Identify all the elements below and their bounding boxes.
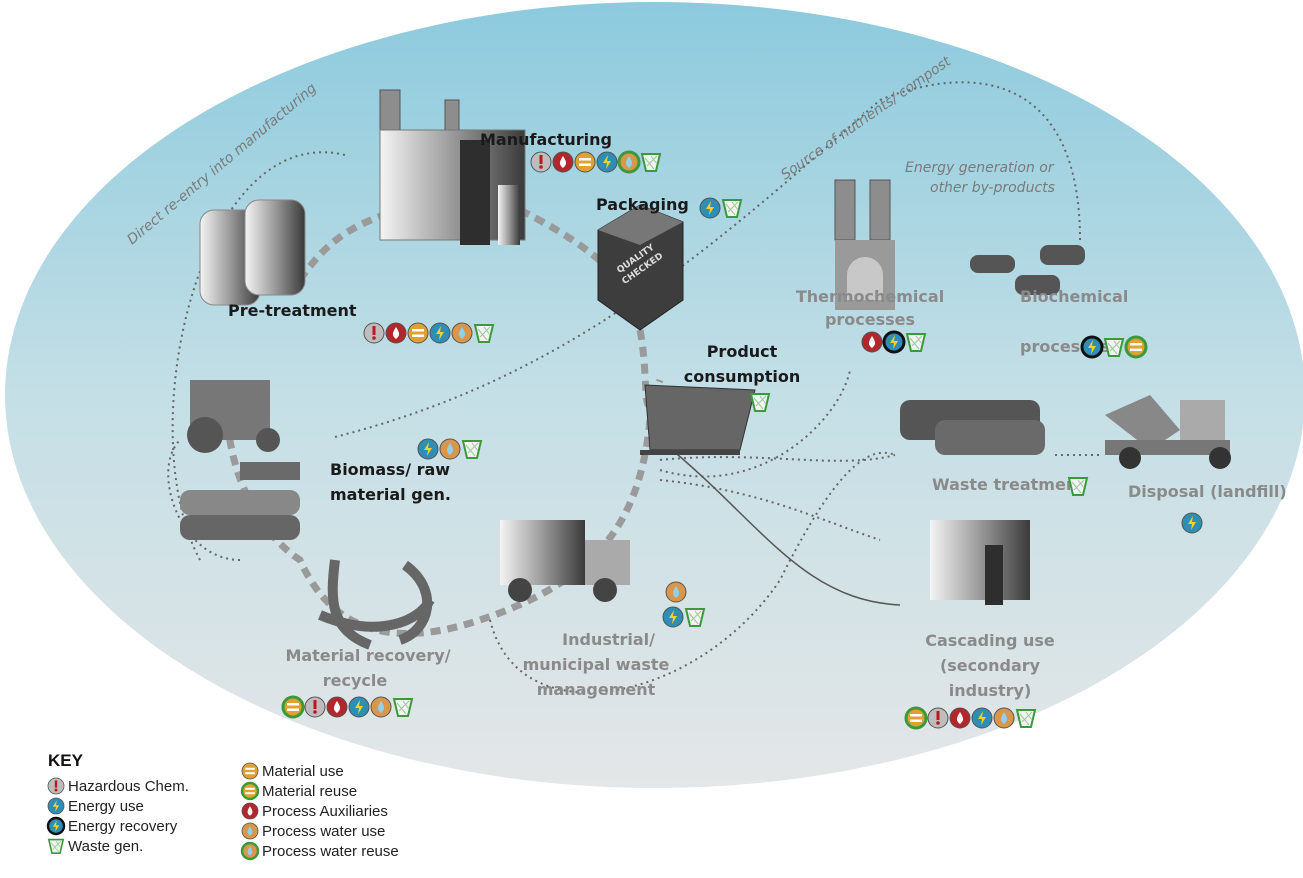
icon-waste — [49, 840, 63, 854]
icon-energyR — [48, 818, 64, 834]
icon-waste — [723, 200, 741, 217]
node-label: Product — [707, 342, 778, 361]
node-label: Industrial/ — [562, 630, 655, 649]
icon-water — [452, 323, 472, 343]
icon-waste — [394, 699, 412, 716]
node-label: Biomass/ raw — [330, 460, 450, 479]
node-label: Packaging — [596, 195, 689, 214]
icon-aux — [327, 697, 347, 717]
icon-mat — [242, 763, 258, 779]
icon-matR — [906, 708, 926, 728]
node-label: Disposal (landfill) — [1128, 482, 1287, 501]
icon-waste — [475, 325, 493, 342]
key-item: Hazardous Chem. — [68, 778, 189, 795]
node-label: Waste treatment — [932, 475, 1085, 494]
icon-water — [994, 708, 1014, 728]
key-item: Material use — [262, 763, 344, 780]
node-label: municipal waste — [523, 655, 670, 674]
node-label: Thermochemical — [796, 287, 944, 306]
icon-water — [440, 439, 460, 459]
icon-water — [666, 582, 686, 602]
node-label: management — [537, 680, 656, 699]
key-item: Material reuse — [262, 783, 357, 800]
icon-waste — [751, 394, 769, 411]
diagram: QUALITY CHECKED Direct re-entry into man… — [0, 0, 1303, 878]
key-item: Process water reuse — [262, 843, 399, 860]
icon-waste — [686, 609, 704, 626]
icon-energy — [972, 708, 992, 728]
node-label: processes — [825, 310, 915, 329]
icon-aux — [950, 708, 970, 728]
key-item: Process Auxiliaries — [262, 803, 388, 820]
icon-haz — [531, 152, 551, 172]
icon-aux — [553, 152, 573, 172]
annotation: Energy generation or — [905, 160, 1055, 176]
key-item: Energy recovery — [68, 818, 178, 835]
icon-energy — [430, 323, 450, 343]
icon-aux — [242, 803, 258, 819]
key: KEY Hazardous Chem. Energy use Energy re… — [48, 751, 399, 860]
node-label: Biochemical — [1020, 287, 1128, 306]
icon-waterR — [242, 843, 258, 859]
icon-waste — [642, 154, 660, 171]
node-label: recycle — [323, 671, 388, 690]
key-item: Energy use — [68, 798, 144, 815]
icon-haz — [305, 697, 325, 717]
icon-matR — [283, 697, 303, 717]
icon-energy — [663, 607, 683, 627]
icon-haz — [364, 323, 384, 343]
icon-waterR — [619, 152, 639, 172]
icon-energy — [597, 152, 617, 172]
node-label: material gen. — [330, 485, 451, 504]
key-item: Process water use — [262, 823, 385, 840]
node-label: Cascading use — [925, 631, 1055, 650]
icon-mat — [408, 323, 428, 343]
icon-waste — [907, 334, 925, 351]
node-label: Material recovery/ — [285, 646, 450, 665]
icon-waste — [1017, 710, 1035, 727]
key-item: Waste gen. — [68, 838, 143, 855]
icon-mat — [575, 152, 595, 172]
icon-energy — [418, 439, 438, 459]
icon-waste — [1105, 339, 1123, 356]
node-label: (secondary — [940, 656, 1041, 675]
annotation: other by-products — [930, 180, 1055, 196]
node-label: Pre-treatment — [228, 301, 357, 320]
icon-aux — [386, 323, 406, 343]
icon-haz — [48, 778, 64, 794]
icon-energy — [48, 798, 64, 814]
icon-aux — [862, 332, 882, 352]
icon-waste — [463, 441, 481, 458]
icon-energy — [700, 198, 720, 218]
icon-energyR — [1082, 337, 1102, 357]
node-label: industry) — [949, 681, 1032, 700]
icon-water — [242, 823, 258, 839]
icon-matR — [1126, 337, 1146, 357]
icon-energy — [349, 697, 369, 717]
icon-matR — [242, 783, 258, 799]
node-label: Manufacturing — [480, 130, 612, 149]
icon-water — [371, 697, 391, 717]
icon-energy — [1182, 513, 1202, 533]
icon-energyR — [884, 332, 904, 352]
node-label: consumption — [684, 367, 800, 386]
icon-waste — [1069, 478, 1087, 495]
icon-haz — [928, 708, 948, 728]
key-title: KEY — [48, 751, 84, 770]
